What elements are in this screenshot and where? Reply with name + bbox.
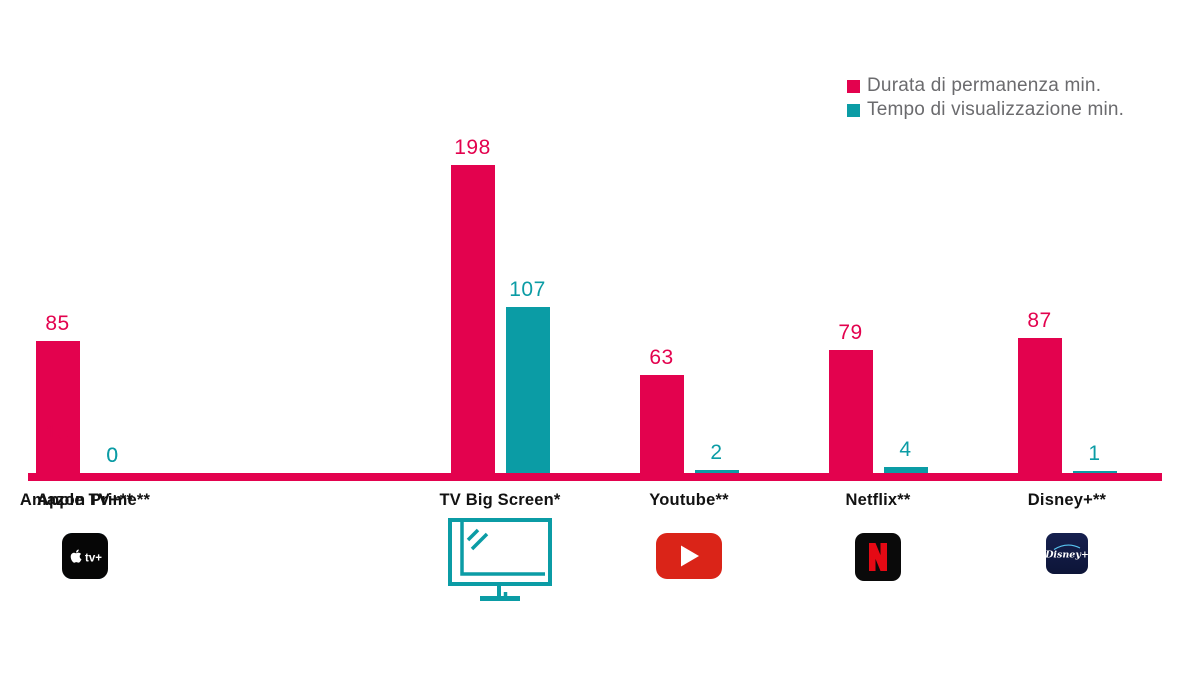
bar-tempo: 2 [694, 441, 739, 473]
value-label: 1 [1088, 442, 1101, 466]
legend-item-durata: Durata di permanenza min. [847, 74, 1124, 98]
category-label: Amazon Prime** [19, 491, 151, 509]
bars-pair: 63 2 [604, 346, 774, 473]
category-label: Apple TV+** [36, 491, 134, 509]
bar-durata: 15 [35, 421, 80, 473]
bar-tempo: 4 [883, 438, 928, 473]
x-axis-line [28, 473, 1162, 481]
tv-big-screen-icon [415, 518, 585, 606]
bar-group-apple-tv-plus: 15 0 Apple TV+** tv+ [0, 0, 170, 675]
value-label: 107 [509, 277, 546, 301]
category-label: Disney+** [1027, 491, 1107, 509]
legend-swatch-durata [847, 79, 860, 93]
youtube-icon [604, 518, 774, 579]
legend-swatch-tempo [847, 103, 860, 117]
value-label: 87 [1027, 308, 1052, 332]
apple-tv-plus-icon: tv+ [0, 518, 170, 579]
value-label: 85 [45, 311, 70, 335]
legend-label-durata: Durata di permanenza min. [867, 75, 1102, 96]
bar-group-disney-plus: 87 1 Disney+** Disney+ [982, 0, 1152, 675]
category-label: Youtube** [649, 491, 729, 509]
netflix-icon [793, 518, 963, 581]
bar-group-tv-big-screen: 198 107 TV Big Screen* [415, 0, 585, 675]
bar-tempo: 1 [1072, 442, 1117, 473]
category-label: TV Big Screen* [439, 491, 561, 509]
bar-tempo: 107 [505, 278, 550, 473]
bar-durata: 79 [828, 321, 873, 473]
bars-pair: 15 0 [0, 421, 170, 473]
category-label: Netflix** [845, 491, 911, 509]
value-label: 79 [838, 321, 863, 345]
bar-durata: 198 [450, 136, 495, 473]
value-label: 15 [45, 420, 70, 444]
legend-item-tempo: Tempo di visualizzazione min. [847, 98, 1124, 122]
bar-group-youtube: 63 2 Youtube** [604, 0, 774, 675]
bars-pair: 79 4 [793, 321, 963, 473]
bar-durata: 63 [639, 346, 684, 473]
value-label: 0 [106, 444, 119, 467]
svg-text:Disney+: Disney+ [1046, 550, 1088, 561]
bars-pair: 87 1 [982, 309, 1152, 473]
value-label: 0 [106, 444, 119, 467]
svg-text:tv+: tv+ [85, 553, 102, 565]
value-label: 2 [710, 440, 723, 464]
bars-pair: 198 107 [415, 136, 585, 473]
value-label: 4 [899, 437, 912, 461]
bar-group-netflix: 79 4 Netflix** [793, 0, 963, 675]
value-label: 63 [649, 346, 674, 370]
bar-durata: 87 [1017, 309, 1062, 473]
disney-plus-icon: Disney+ [982, 518, 1152, 574]
legend-label-tempo: Tempo di visualizzazione min. [867, 99, 1125, 120]
legend: Durata di permanenza min. Tempo di visua… [847, 74, 1124, 122]
value-label: 198 [454, 136, 491, 160]
